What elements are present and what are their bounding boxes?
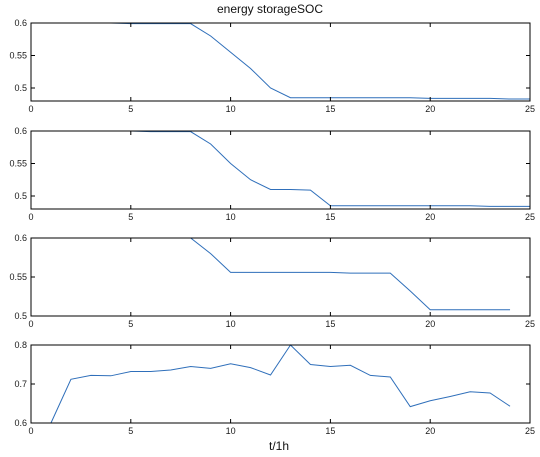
y-tick-label: 0.6 xyxy=(14,126,27,136)
x-tick-label: 15 xyxy=(325,104,335,114)
x-tick-label: 25 xyxy=(525,319,535,329)
y-tick-label: 0.8 xyxy=(14,340,27,350)
x-tick-label: 5 xyxy=(128,426,133,436)
x-tick-label: 15 xyxy=(325,319,335,329)
x-tick-label: 20 xyxy=(425,104,435,114)
x-tick-label: 10 xyxy=(226,319,236,329)
y-tick-label: 0.55 xyxy=(9,51,27,61)
x-tick-label: 5 xyxy=(128,319,133,329)
y-tick-label: 0.6 xyxy=(14,233,27,243)
x-tick-label: 5 xyxy=(128,212,133,222)
x-tick-label: 0 xyxy=(28,426,33,436)
subplot-4: 0 5 10 15 20 25 0.6 0.7 0.8 xyxy=(14,340,535,436)
y-tick-label: 0.6 xyxy=(14,18,27,28)
x-axis-label: t/1h xyxy=(269,439,289,453)
x-tick-label: 20 xyxy=(425,426,435,436)
y-tick-label: 0.55 xyxy=(9,159,27,169)
x-tick-label: 10 xyxy=(226,104,236,114)
x-tick-label: 25 xyxy=(525,426,535,436)
x-tick-label: 25 xyxy=(525,104,535,114)
x-tick-label: 25 xyxy=(525,212,535,222)
series-line-4-1 xyxy=(50,344,511,424)
x-tick-label: 5 xyxy=(128,104,133,114)
x-tick-label: 0 xyxy=(28,104,33,114)
axes-frame-2 xyxy=(30,130,531,210)
x-tick-label: 20 xyxy=(425,319,435,329)
x-tick-label: 15 xyxy=(325,426,335,436)
figure-title: energy storageSOC xyxy=(217,2,323,16)
y-tick-label: 0.7 xyxy=(14,379,27,389)
x-tick-label: 10 xyxy=(226,426,236,436)
x-tick-label: 20 xyxy=(425,212,435,222)
x-tick-label: 0 xyxy=(28,212,33,222)
y-tick-label: 0.5 xyxy=(14,191,27,201)
x-tick-label: 15 xyxy=(325,212,335,222)
y-tick-label: 0.55 xyxy=(9,272,27,282)
subplot-3: 0 5 10 15 20 25 0.5 0.55 0.6 xyxy=(9,233,535,329)
y-tick-label: 0.5 xyxy=(14,83,27,93)
y-tick-label: 0.5 xyxy=(14,311,27,321)
subplots: 0 5 10 15 20 250.50.550.60 5 10 15 20 250.50.550.6… xyxy=(9,18,535,436)
subplot-2: 0 5 10 15 20 25 0.5 0.55 0.6 xyxy=(9,126,535,222)
x-tick-label: 0 xyxy=(28,319,33,329)
y-tick-label: 0.6 xyxy=(14,418,27,428)
axes-frame-1 xyxy=(30,22,531,102)
x-tick-label: 10 xyxy=(226,212,236,222)
subplot-1: 0 5 10 15 20 25 0.5 0.55 0.6 xyxy=(9,18,535,114)
